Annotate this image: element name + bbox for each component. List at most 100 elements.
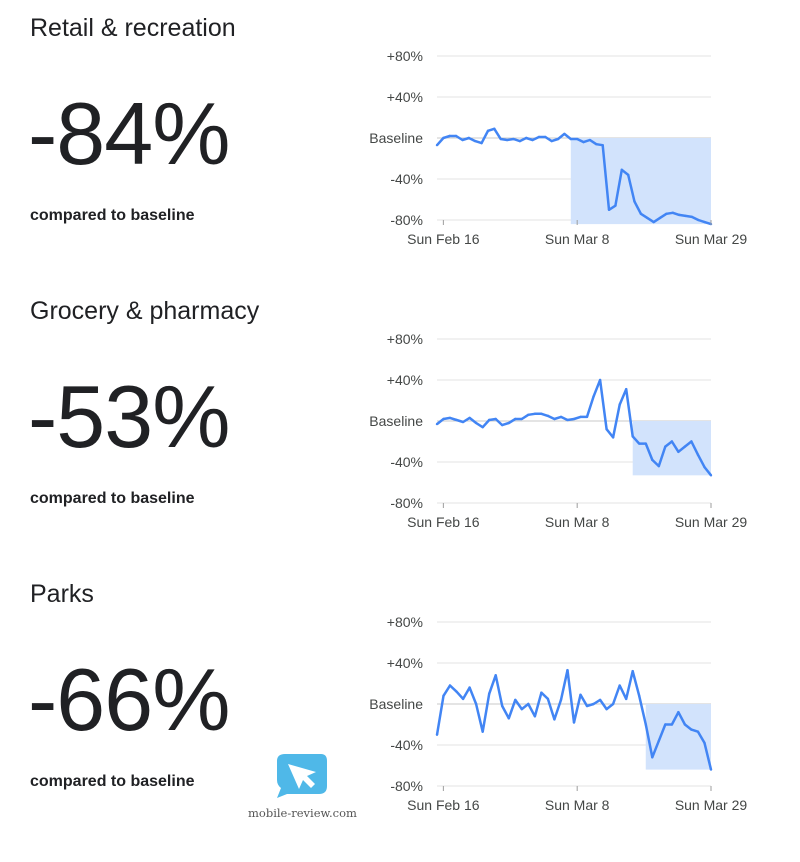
- watermark-text: mobile-review.com: [248, 806, 357, 820]
- data-point: [448, 416, 452, 420]
- y-tick-label: -40%: [390, 171, 423, 187]
- grocery-pharmacy-chart: +80% +40% Baseline -40% -80% Sun Feb 16 Sun Ma…: [369, 331, 748, 530]
- data-point: [690, 440, 693, 443]
- data-point: [461, 138, 464, 142]
- data-point: [703, 741, 706, 745]
- data-point: [664, 445, 667, 448]
- x-tick-label: Sun Mar 29: [675, 231, 748, 247]
- y-tick-label: +40%: [387, 89, 423, 105]
- data-point: [550, 139, 553, 143]
- data-point: [486, 129, 490, 133]
- data-point: [585, 415, 589, 419]
- data-point: [505, 138, 509, 142]
- section-title: Parks: [30, 580, 94, 608]
- data-point: [664, 723, 667, 726]
- data-point: [501, 704, 504, 708]
- data-point: [442, 136, 445, 140]
- y-tick-label: Baseline: [369, 413, 423, 429]
- data-point: [638, 694, 641, 697]
- data-point: [644, 442, 647, 445]
- data-point: [480, 141, 483, 145]
- data-point: [566, 418, 569, 422]
- data-point: [537, 135, 541, 139]
- change-value: -66%: [28, 650, 230, 749]
- data-point: [499, 137, 502, 141]
- data-point: [461, 697, 465, 701]
- data-point: [618, 403, 621, 406]
- data-point: [611, 436, 615, 439]
- data-point: [677, 711, 680, 714]
- data-point: [518, 139, 522, 143]
- data-point: [598, 698, 602, 702]
- change-caption: compared to baseline: [30, 490, 195, 507]
- data-point: [559, 698, 563, 702]
- data-point: [540, 412, 543, 416]
- data-point: [448, 684, 452, 687]
- data-point: [703, 465, 706, 469]
- data-point: [481, 425, 484, 429]
- data-point: [527, 702, 530, 706]
- data-point: [507, 717, 510, 720]
- data-point: [709, 474, 713, 477]
- change-caption: compared to baseline: [30, 773, 195, 790]
- data-point: [683, 723, 687, 726]
- data-point: [592, 702, 595, 706]
- data-point: [514, 417, 517, 421]
- y-tick-label: Baseline: [369, 696, 423, 712]
- data-point: [646, 216, 649, 220]
- data-point: [474, 139, 477, 143]
- data-point: [546, 697, 550, 701]
- y-tick-label: +80%: [387, 614, 423, 630]
- data-point: [624, 388, 628, 391]
- series-line: [436, 127, 712, 226]
- data-point: [553, 417, 556, 421]
- data-point: [493, 127, 496, 130]
- section-parks: Parks -66% compared to baseline +80% +40%…: [0, 566, 800, 849]
- data-point: [601, 143, 604, 147]
- data-point: [544, 135, 547, 139]
- data-point: [631, 435, 634, 438]
- data-point: [677, 213, 681, 217]
- data-point: [588, 138, 592, 142]
- data-point: [677, 450, 680, 453]
- x-tick-label: Sun Feb 16: [407, 231, 480, 247]
- data-point: [514, 698, 517, 702]
- below-baseline-band: [632, 421, 711, 476]
- data-point: [520, 707, 524, 711]
- data-point: [620, 168, 623, 171]
- data-point: [527, 413, 530, 417]
- data-point: [607, 208, 611, 211]
- data-point: [658, 216, 662, 220]
- data-point: [494, 417, 497, 421]
- data-point: [633, 200, 636, 203]
- data-point: [540, 691, 543, 694]
- data-point: [556, 137, 560, 141]
- data-point: [559, 415, 563, 419]
- data-point: [671, 211, 674, 215]
- data-point: [696, 730, 700, 733]
- data-point: [657, 739, 661, 743]
- data-point: [626, 173, 630, 177]
- data-point: [569, 137, 573, 141]
- x-tick-label: Sun Mar 29: [675, 797, 748, 813]
- data-point: [435, 422, 439, 426]
- data-point: [531, 138, 534, 142]
- y-tick-label: -40%: [390, 737, 423, 753]
- data-point: [598, 378, 602, 382]
- data-point: [670, 723, 674, 726]
- data-point: [579, 693, 582, 696]
- x-tick-label: Sun Mar 29: [675, 514, 748, 530]
- y-tick-label: -80%: [390, 778, 423, 794]
- change-caption: compared to baseline: [30, 207, 195, 224]
- y-tick-label: -40%: [390, 454, 423, 470]
- data-point: [546, 414, 550, 418]
- data-point: [435, 733, 439, 736]
- data-point: [638, 442, 641, 445]
- data-point: [624, 697, 628, 701]
- data-point: [592, 395, 595, 398]
- x-tick-label: Sun Mar 8: [545, 514, 610, 530]
- below-baseline-band: [570, 138, 711, 225]
- data-point: [566, 668, 569, 672]
- data-point: [644, 723, 647, 726]
- data-point: [474, 421, 478, 425]
